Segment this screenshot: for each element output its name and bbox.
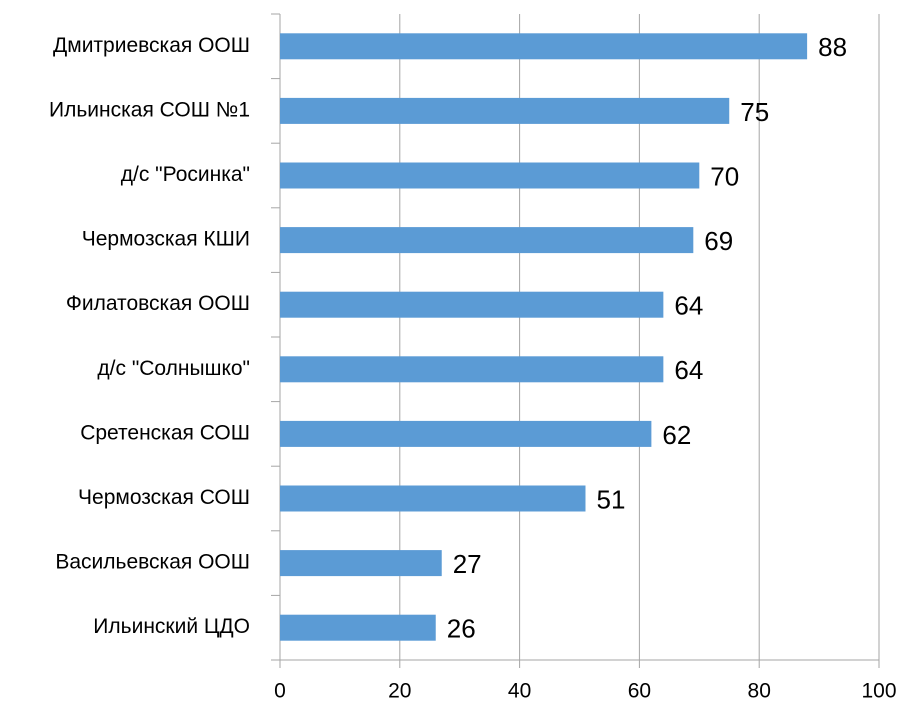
bar — [280, 33, 808, 60]
x-tick-label: 60 — [628, 680, 651, 703]
bar — [280, 614, 436, 641]
y-tick-label: Дмитриевская ООШ — [53, 34, 250, 57]
bar — [280, 227, 694, 254]
y-tick-label: Чермозская СОШ — [78, 486, 250, 509]
bar — [280, 291, 664, 318]
value-label: 88 — [818, 32, 847, 62]
value-label: 64 — [674, 355, 703, 385]
value-label: 70 — [710, 161, 739, 191]
value-label: 75 — [740, 97, 769, 127]
y-tick-label: д/с "Росинка" — [121, 163, 250, 186]
value-label: 51 — [596, 484, 625, 514]
value-label: 69 — [704, 226, 733, 256]
y-tick-label: д/с "Солнышко" — [97, 357, 250, 380]
y-tick-label: Филатовская ООШ — [66, 292, 250, 315]
y-tick-label: Сретенская СОШ — [80, 421, 250, 444]
bar — [280, 420, 652, 447]
y-tick-label: Чермозская КШИ — [82, 228, 250, 251]
value-label: 64 — [674, 291, 703, 321]
y-tick-label: Ильинский ЦДО — [93, 615, 250, 638]
bar — [280, 162, 700, 189]
x-tick-label: 100 — [861, 680, 896, 703]
x-tick-label: 40 — [508, 680, 531, 703]
x-tick-label: 20 — [388, 680, 411, 703]
bar — [280, 356, 664, 383]
value-label: 27 — [453, 549, 482, 579]
bar — [280, 485, 586, 512]
x-tick-label: 80 — [748, 680, 771, 703]
value-label: 26 — [447, 614, 476, 644]
x-tick-label: 0 — [274, 680, 286, 703]
y-tick-label: Васильевская ООШ — [55, 551, 250, 574]
value-label: 62 — [662, 420, 691, 450]
bar — [280, 550, 442, 577]
bar — [280, 97, 730, 124]
y-tick-label: Ильинская СОШ №1 — [49, 98, 250, 121]
